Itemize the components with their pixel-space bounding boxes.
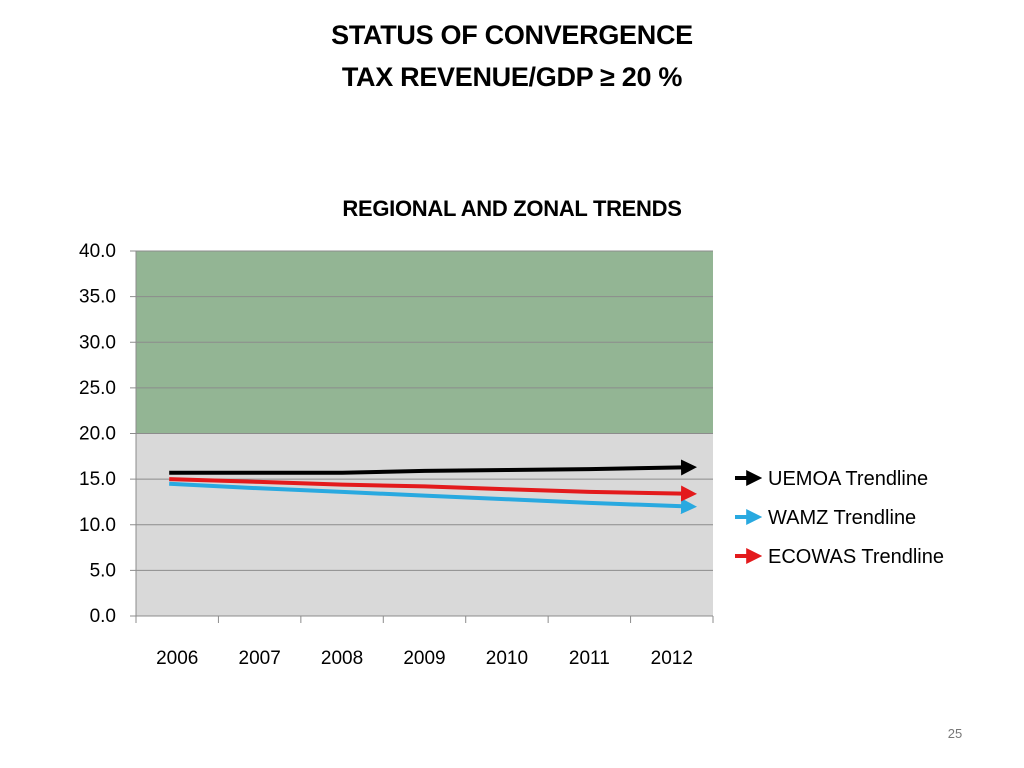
y-tick-label: 15.0	[79, 469, 116, 490]
series-line-wamz	[169, 481, 697, 515]
x-tick-label: 2008	[321, 648, 363, 669]
x-tick-label: 2006	[156, 648, 198, 669]
x-tick-label: 2012	[651, 648, 693, 669]
legend-label: ECOWAS Trendline	[768, 546, 944, 568]
slide-title-line1: STATUS OF CONVERGENCE	[331, 20, 693, 50]
series-line-uemoa	[169, 459, 697, 476]
y-tick-label: 0.0	[90, 606, 116, 627]
chart-title: REGIONAL AND ZONAL TRENDS	[342, 196, 682, 221]
y-tick-label: 30.0	[79, 332, 116, 353]
x-tick-label: 2007	[239, 648, 281, 669]
x-tick-label: 2011	[569, 648, 610, 669]
y-tick-label: 5.0	[90, 560, 116, 581]
y-tick-label: 35.0	[79, 287, 116, 308]
series-line-ecowas	[169, 477, 697, 502]
legend-label: WAMZ Trendline	[768, 507, 916, 529]
page-number: 25	[947, 726, 963, 741]
x-tick-label: 2009	[403, 648, 445, 669]
y-tick-label: 25.0	[79, 378, 116, 399]
x-tick-label: 2010	[486, 648, 528, 669]
y-tick-label: 40.0	[79, 241, 116, 262]
legend-label: UEMOA Trendline	[768, 468, 928, 490]
slide-title-line2: TAX REVENUE/GDP ≥ 20 %	[341, 62, 683, 92]
y-tick-label: 20.0	[79, 424, 116, 445]
y-tick-label: 10.0	[79, 515, 116, 536]
